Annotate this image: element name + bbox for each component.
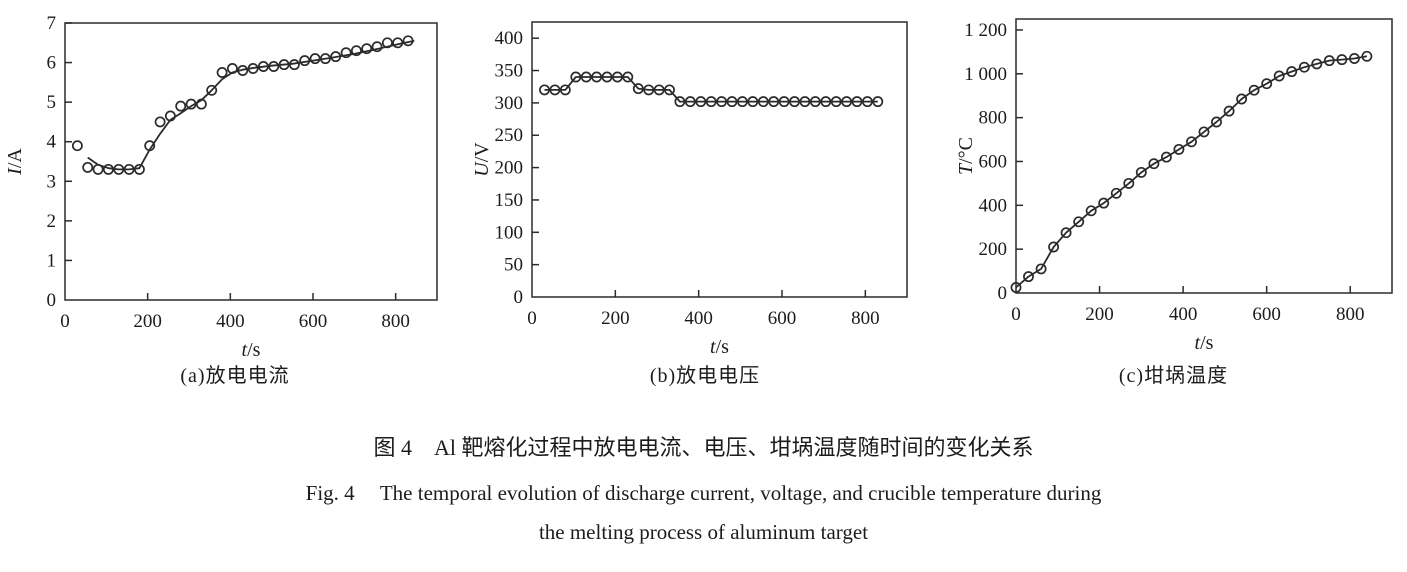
x-tick-label: 200: [601, 308, 630, 329]
figure-caption: 图 4 Al 靶熔化过程中放电电流、电压、坩埚温度随时间的变化关系 Fig. 4 T…: [0, 435, 1407, 545]
y-tick-label: 250: [495, 125, 524, 146]
panel-a: 0 200 400 600 800 0 1 2 3 4 5 6 7 t/s I/A (a)放电电流: [0, 0, 470, 389]
x-tick-label: 200: [1085, 304, 1114, 325]
y-tick-label: 1: [47, 250, 57, 271]
y-tick-label: 3: [47, 171, 57, 192]
y-tick-label: 4: [47, 132, 57, 153]
y-axis-label: U/V: [471, 142, 493, 177]
caption-en-label: Fig. 4: [305, 481, 355, 505]
chart-a-discharge-current: 0 200 400 600 800 0 1 2 3 4 5 6 7 t/s I/A: [4, 13, 438, 360]
data-points-measured-current: [71, 35, 414, 175]
y-tick-label: 6: [47, 53, 57, 74]
y-tick-label: 100: [495, 222, 524, 243]
panel-b: 0 200 400 600 800 0 50 100 150 200 250 300 350 400 t/s…: [470, 0, 940, 389]
x-tick-label: 600: [299, 311, 328, 332]
plot-frame: [64, 22, 438, 301]
x-tick-label: 800: [381, 311, 410, 332]
caption-english-line2: the melting process of aluminum target: [538, 520, 869, 544]
y-tick-label: 150: [495, 190, 524, 211]
y-tick-label: 0: [47, 290, 57, 311]
data-points-crucible-temperature: [1010, 50, 1373, 293]
y-tick-label: 800: [979, 108, 1008, 129]
y-tick-label: 200: [495, 158, 524, 179]
y-tick-label: 7: [47, 13, 57, 34]
caption-zh-label: 图 4: [373, 435, 412, 460]
x-tick-label: 0: [60, 311, 70, 332]
x-tick-label: 800: [1336, 304, 1365, 325]
y-tick-label: 400: [495, 28, 524, 49]
data-line-measured-voltage: [544, 76, 878, 103]
x-axis-label: t/s: [242, 339, 261, 360]
y-tick-label: 1 000: [964, 64, 1007, 85]
y-tick-label: 50: [504, 255, 523, 276]
x-tick-label: 400: [684, 308, 713, 329]
caption-zh-text: Al 靶熔化过程中放电电流、电压、坩埚温度随时间的变化关系: [434, 435, 1034, 460]
x-tick-label: 400: [1169, 304, 1198, 325]
x-tick-label: 600: [1252, 304, 1281, 325]
x-tick-label: 200: [133, 311, 162, 332]
panel-b-caption: (b)放电电压: [649, 365, 761, 387]
x-axis-label: t/s: [1195, 332, 1214, 354]
plot-frame: [531, 21, 908, 298]
data-line-fit-line: [87, 39, 415, 171]
x-tick-label: 400: [216, 311, 245, 332]
y-tick-label: 2: [47, 211, 57, 232]
x-tick-label: 800: [851, 308, 880, 329]
x-axis-label: t/s: [710, 336, 729, 358]
y-axis-label: I/A: [4, 148, 26, 176]
x-tick-label: 0: [1011, 304, 1021, 325]
chart-b-discharge-voltage: 0 200 400 600 800 0 50 100 150 200 250 300 350 400 t/s…: [471, 21, 908, 358]
y-tick-label: 5: [47, 92, 57, 113]
chart-c-crucible-temperature: 0 200 400 600 800 0 200 400 600 800 1 000 1 200 t/s T…: [955, 18, 1393, 354]
y-tick-label: 0: [998, 283, 1008, 304]
y-tick-label: 1 200: [964, 20, 1007, 41]
data-points-measured-voltage: [539, 71, 884, 108]
caption-english-line1: Fig. 4 The temporal evolution of discharg…: [0, 480, 1407, 506]
y-tick-label: 350: [495, 61, 524, 82]
x-tick-label: 600: [768, 308, 797, 329]
panel-c: 0 200 400 600 800 0 200 400 600 800 1 000 1 200 t/s T…: [940, 0, 1407, 389]
panel-a-caption: (a)放电电流: [180, 365, 290, 387]
caption-en-text: The temporal evolution of discharge curr…: [379, 481, 1102, 505]
charts-row: 0 200 400 600 800 0 1 2 3 4 5 6 7 t/s I/A (a)放电电流 0 200…: [0, 0, 1407, 389]
y-tick-label: 400: [979, 195, 1008, 216]
plot-frame: [1015, 18, 1393, 294]
caption-chinese: 图 4 Al 靶熔化过程中放电电流、电压、坩埚温度随时间的变化关系: [0, 435, 1407, 461]
y-tick-label: 600: [979, 151, 1008, 172]
y-tick-label: 300: [495, 93, 524, 114]
y-tick-label: 200: [979, 239, 1008, 260]
x-tick-label: 0: [527, 308, 537, 329]
y-tick-label: 0: [514, 287, 524, 308]
data-line-crucible-temperature: [1015, 55, 1368, 289]
panel-c-caption: (c)坩埚温度: [1118, 365, 1229, 387]
y-axis-label: T/°C: [955, 137, 977, 175]
